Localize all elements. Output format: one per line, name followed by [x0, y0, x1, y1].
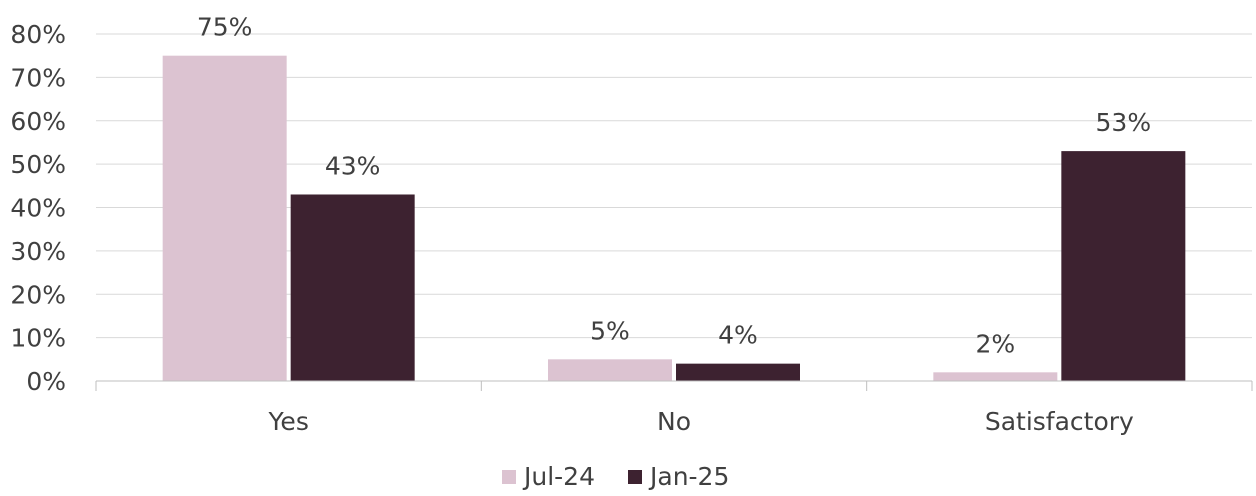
bar-jan-25-no — [676, 363, 800, 381]
bars — [162, 55, 1186, 381]
bar-jul-24-yes — [162, 55, 287, 381]
y-tick-label: 0% — [26, 367, 66, 396]
data-labels: 75% 43% 5% 4% 2% 53% — [197, 13, 1151, 359]
data-label: 5% — [590, 316, 630, 345]
y-tick-label: 20% — [10, 280, 66, 309]
x-category-label: Yes — [267, 407, 308, 436]
legend: Jul-24 Jan-25 — [502, 462, 729, 491]
data-label: 43% — [325, 151, 381, 180]
y-tick-label: 60% — [10, 107, 66, 136]
bar-jul-24-satisfactory — [933, 372, 1058, 381]
legend-label: Jan-25 — [648, 462, 729, 491]
legend-swatch-jul-24 — [502, 470, 516, 484]
x-category-label: Satisfactory — [985, 407, 1134, 436]
bar-jan-25-yes — [290, 194, 415, 381]
bar-jan-25-satisfactory — [1061, 151, 1186, 381]
legend-swatch-jan-25 — [628, 470, 642, 484]
data-label: 75% — [197, 13, 253, 42]
y-tick-label: 30% — [10, 237, 66, 266]
y-axis-ticks: 0% 10% 20% 30% 40% 50% 60% 70% 80% — [10, 20, 66, 396]
x-category-label: No — [657, 407, 691, 436]
data-label: 4% — [718, 321, 758, 350]
y-tick-label: 70% — [10, 63, 66, 92]
y-tick-label: 50% — [10, 150, 66, 179]
gridlines — [96, 33, 1252, 339]
y-tick-label: 40% — [10, 194, 66, 223]
y-tick-label: 10% — [10, 324, 66, 353]
y-tick-label: 80% — [10, 20, 66, 49]
bar-jul-24-no — [548, 359, 672, 381]
data-label: 53% — [1096, 108, 1152, 137]
legend-label: Jul-24 — [522, 462, 595, 491]
data-label: 2% — [975, 329, 1015, 358]
x-axis: Yes No Satisfactory — [95, 380, 1253, 436]
